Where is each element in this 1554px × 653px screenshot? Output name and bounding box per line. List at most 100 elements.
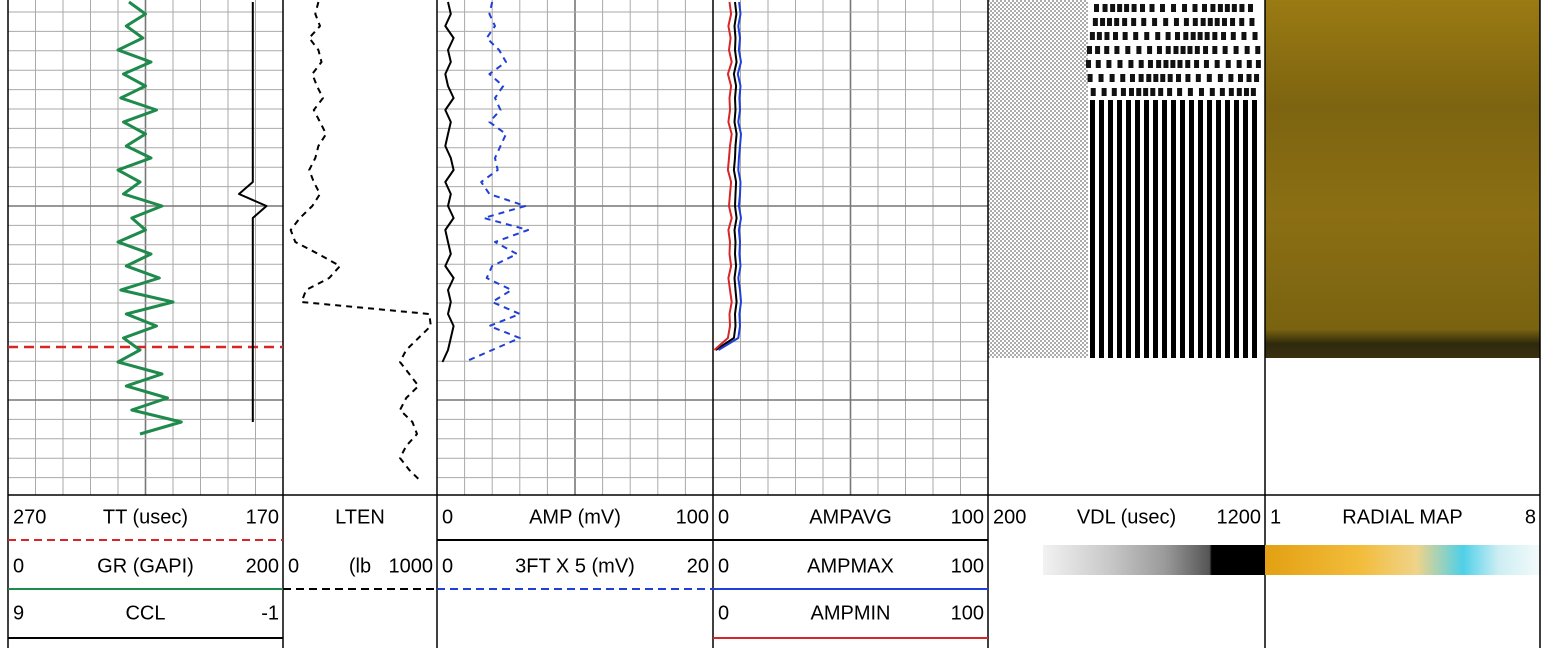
vdl-stripe [1243, 88, 1249, 96]
vdl-stripe [1146, 74, 1152, 82]
log-curve [464, 1, 530, 363]
vdl-stripe [1200, 18, 1206, 26]
vdl-stripe [1225, 60, 1231, 68]
vdl-stripe [1236, 60, 1242, 68]
vdl-stripe [1089, 32, 1095, 40]
vdl-stripe [1194, 60, 1200, 68]
vdl-stripe [1174, 32, 1180, 40]
vdl-stripe [1140, 4, 1146, 12]
vdl-stripe [1207, 100, 1212, 358]
vdl-stripe [1197, 32, 1203, 40]
scale-left: 0 [288, 555, 299, 577]
vdl-stripe [1158, 88, 1164, 96]
scale-left: 0 [718, 555, 729, 577]
vdl-stripe [1122, 18, 1128, 26]
vdl-stripe [1129, 74, 1135, 82]
vdl-stripe [1126, 100, 1131, 358]
vdl-stripe [1173, 18, 1179, 26]
scale-right: 20 [687, 555, 709, 577]
vdl-stripe [1138, 74, 1144, 82]
vdl-stripe [1128, 88, 1134, 96]
vdl-stripe [1210, 4, 1216, 12]
vdl-stripe [1246, 60, 1252, 68]
vdl-stripe [1092, 18, 1098, 26]
scale-label: AMPMIN [811, 602, 891, 624]
vdl-stripe [1122, 32, 1128, 40]
vdl-stripe [1207, 18, 1213, 26]
vdl-stripe [1147, 46, 1153, 54]
scale-left: 0 [718, 602, 729, 624]
scale-left: 270 [13, 506, 46, 528]
scale-left: 0 [13, 555, 24, 577]
vdl-stripe [1228, 74, 1234, 82]
vdl-stripe [1212, 46, 1218, 54]
vdl-stripe [1189, 100, 1194, 358]
vdl-stripe [1124, 4, 1130, 12]
vdl-stripe [1109, 74, 1115, 82]
scale-left: 9 [13, 602, 24, 624]
vdl-stripe [1195, 74, 1201, 82]
vdl-stripe [1117, 4, 1123, 12]
vdl-stripe [1171, 4, 1177, 12]
scale-right: 100 [676, 506, 709, 528]
log-curve [238, 2, 268, 422]
vdl-stripe [1128, 60, 1134, 68]
scale-left: 0 [718, 506, 729, 528]
vdl-stripe [1098, 74, 1104, 82]
vdl-stripe [1086, 60, 1092, 68]
vdl-stripe [1120, 88, 1126, 96]
vdl-stripe [1241, 32, 1247, 40]
scale-label: AMP (mV) [529, 506, 621, 528]
vdl-stripe [1147, 60, 1153, 68]
vdl-stripe [1182, 4, 1188, 12]
vdl-stripe [1203, 46, 1209, 54]
vdl-stripe [1167, 74, 1173, 82]
vdl-stripe [1201, 4, 1207, 12]
vdl-stripe [1153, 100, 1158, 358]
vdl-stripe [1221, 32, 1227, 40]
vdl-stripe [1183, 18, 1189, 26]
vdl-stripe [1243, 100, 1248, 358]
log-curve [116, 0, 183, 436]
vdl-stripe [1250, 88, 1256, 96]
log-curve [289, 1, 432, 483]
grid [7, 0, 1541, 648]
vdl-stripe [1101, 88, 1107, 96]
vdl-stripe [1086, 46, 1092, 54]
scale-left: 0 [442, 506, 453, 528]
vdl-stripe [1136, 46, 1142, 54]
vdl-stripe [1194, 46, 1200, 54]
scale-right: 200 [246, 555, 279, 577]
vdl-stripe [1144, 32, 1150, 40]
vdl-stripe [1228, 88, 1234, 96]
vdl-stripe [1136, 88, 1142, 96]
vdl-stripe [1217, 4, 1223, 12]
vdl-stripe [1087, 74, 1093, 82]
vdl-stripe [1090, 100, 1095, 358]
scale-label: TT (usec) [103, 506, 188, 528]
vdl-stripe [1198, 88, 1204, 96]
vdl-stripe [1170, 60, 1176, 68]
vdl-stripe [1206, 74, 1212, 82]
vdl-stripe [1254, 74, 1260, 82]
scale-left: 1 [1270, 506, 1281, 528]
vdl-stripe [1114, 46, 1120, 54]
vdl-stripe [1113, 32, 1119, 40]
vdl-stripe [1219, 88, 1225, 96]
vdl-stripe [1125, 46, 1131, 54]
vdl-stripe [1106, 18, 1112, 26]
vdl-stripe [1156, 60, 1162, 68]
vdl-stripe [1108, 100, 1113, 358]
vdl-stripe [1214, 18, 1220, 26]
vdl-stripe [1255, 60, 1261, 68]
vdl-stripe [1192, 4, 1198, 12]
vdl-stripe [1246, 74, 1252, 82]
vdl-stripe [1217, 74, 1223, 82]
vdl-stripe [1212, 32, 1218, 40]
vdl-stripe [1152, 18, 1158, 26]
vdl-stripe [1177, 60, 1183, 68]
scale-right: 100 [951, 602, 984, 624]
vdl-stripe [1163, 18, 1169, 26]
vdl-stripe [1099, 100, 1104, 358]
vdl-stripe [1234, 100, 1239, 358]
